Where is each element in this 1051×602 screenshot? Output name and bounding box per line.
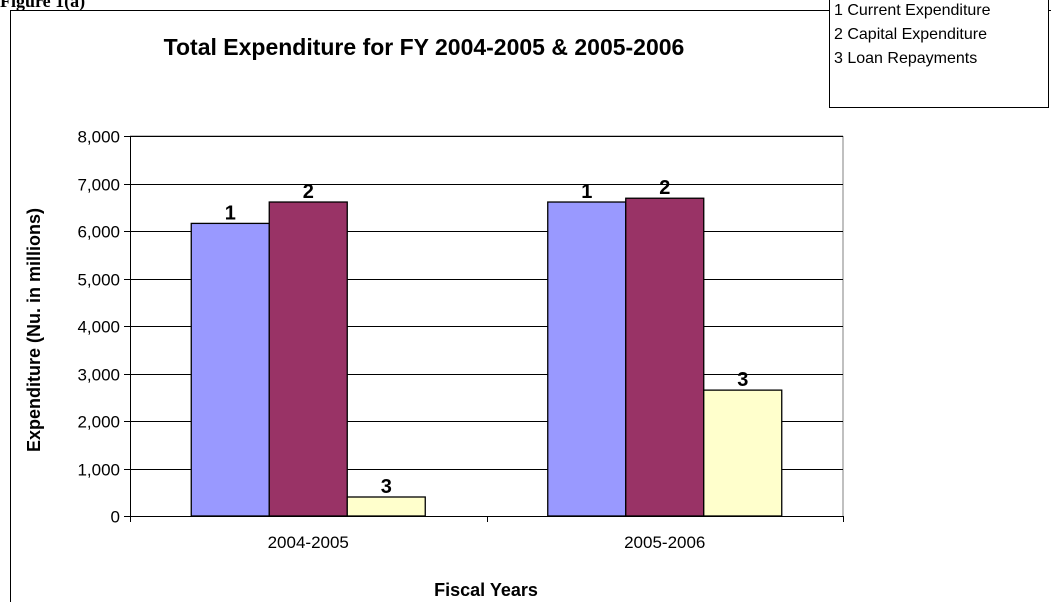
bar — [268, 201, 348, 517]
bar — [547, 201, 627, 517]
bar-data-label: 1 — [225, 202, 236, 224]
legend: 1 Current Expenditure 2 Capital Expendit… — [829, 0, 1049, 108]
legend-item-loan-repayments: 3 Loan Repayments — [834, 50, 978, 67]
legend-item-current-expenditure: 1 Current Expenditure — [834, 2, 991, 19]
y-tick-label: 6,000 — [77, 223, 120, 242]
bar-data-label: 1 — [581, 181, 592, 203]
bar-data-label: 2 — [659, 177, 670, 199]
legend-item-capital-expenditure: 2 Capital Expenditure — [834, 26, 987, 43]
bar — [190, 222, 270, 517]
bar-data-label: 3 — [381, 476, 392, 498]
axes: 0 1,000 2,000 3,000 4,000 5,000 6,000 7,000 8,00… — [77, 128, 844, 552]
y-tick-label: 1,000 — [77, 461, 120, 480]
chart-title: Total Expenditure for FY 2004-2005 & 200… — [164, 34, 685, 60]
y-tick-label: 2,000 — [77, 413, 120, 432]
y-tick-label: 0 — [111, 508, 120, 527]
bars: 1 2 3 1 2 3 — [190, 177, 783, 517]
bar — [346, 496, 426, 517]
bar — [703, 389, 783, 517]
bar-data-label: 2 — [303, 181, 314, 203]
x-axis-label: Fiscal Years — [434, 580, 538, 600]
bar — [625, 197, 705, 517]
y-axis-label: Expenditure (Nu. in millions) — [24, 208, 44, 452]
bar-data-label: 3 — [737, 369, 748, 391]
chart-area-border — [10, 10, 1051, 602]
x-tick-label: 2004-2005 — [268, 533, 349, 552]
y-tick-label: 3,000 — [77, 366, 120, 385]
x-tick-label: 2005-2006 — [624, 533, 705, 552]
y-tick-label: 4,000 — [77, 318, 120, 337]
y-tick-label: 8,000 — [77, 128, 120, 147]
y-tick-label: 5,000 — [77, 271, 120, 290]
figure-caption-cut: Figure 1(a) — [0, 0, 86, 11]
y-tick-label: 7,000 — [77, 176, 120, 195]
